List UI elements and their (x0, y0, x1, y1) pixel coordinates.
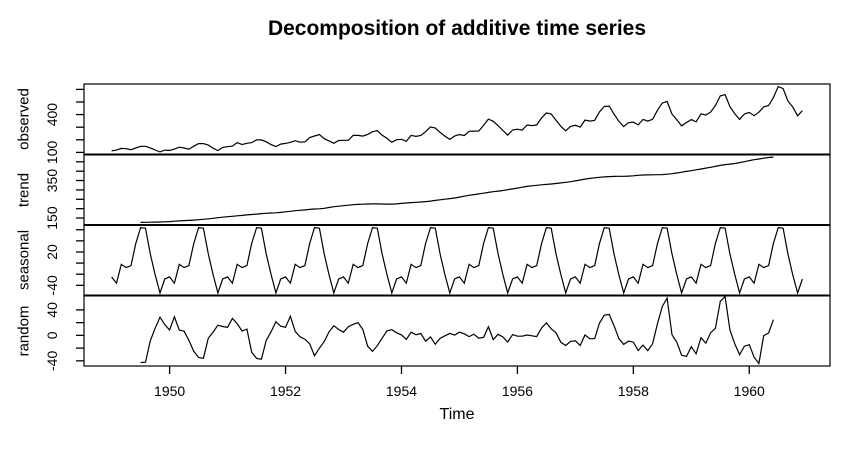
series-line-observed (111, 85, 803, 153)
panel-trend: 150 350 (44, 153, 831, 230)
x-tick-label: 1952 (270, 383, 301, 399)
y-tick-label: 40 (44, 302, 60, 318)
y-tick-label: -40 (44, 351, 60, 371)
panel-observed: 100 400 (44, 83, 831, 165)
x-tick-label: 1950 (154, 383, 185, 399)
panel-seasonal: -40 20 (44, 224, 831, 297)
y-tick-label: 400 (44, 103, 60, 127)
panel-border-random (83, 294, 831, 367)
series-line-seasonal (111, 226, 803, 295)
panel-random: -40 0 40 (44, 294, 831, 371)
y-tick-label: 150 (44, 206, 60, 230)
y-tick-label: 0 (44, 331, 60, 339)
panel-border-observed (83, 83, 831, 156)
y-tick-label: 20 (44, 244, 60, 260)
x-tick-label: 1954 (386, 383, 417, 399)
y-tick-label: 100 (44, 141, 60, 165)
series-line-random (140, 295, 774, 365)
x-axis-label: Time (439, 406, 475, 423)
y-tick-label: 350 (44, 169, 60, 193)
x-tick-label: 1960 (734, 383, 765, 399)
series-line-trend (140, 156, 774, 223)
x-tick-label: 1958 (618, 383, 649, 399)
x-tick-label: 1956 (502, 383, 533, 399)
x-axis: 1950 1952 1954 1956 1958 1960 (154, 366, 765, 399)
panel-border-trend (83, 153, 831, 226)
chart-title: Decomposition of additive time series (267, 17, 647, 40)
y-tick-label: -40 (44, 275, 60, 295)
